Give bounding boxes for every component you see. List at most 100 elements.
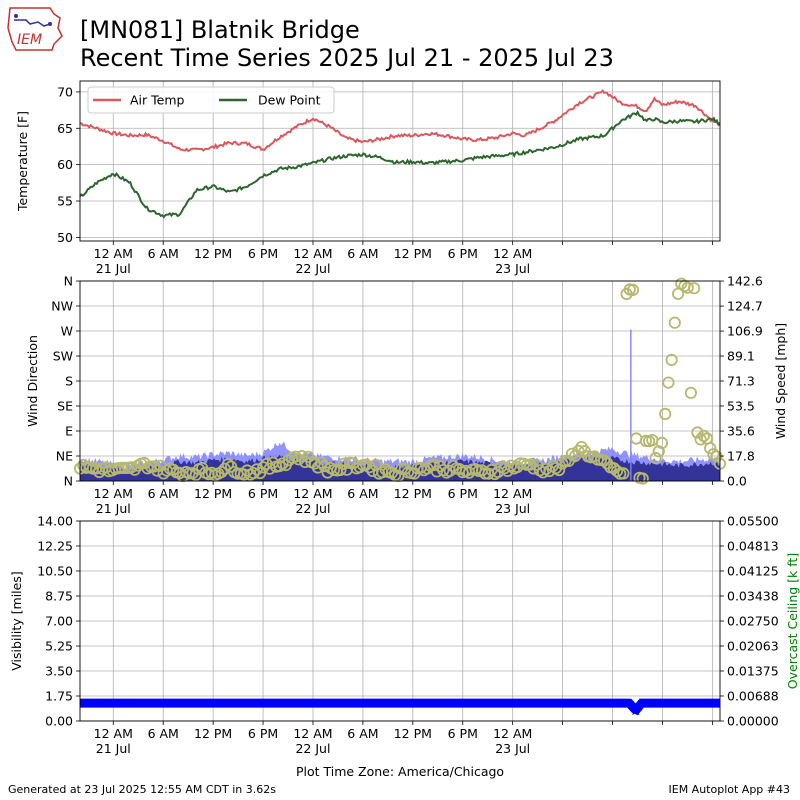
wind-direction-point [379, 463, 392, 476]
x-tick-label: 12 AM [293, 246, 332, 261]
chart-subtitle: Recent Time Series 2025 Jul 21 - 2025 Ju… [80, 44, 614, 72]
y2-tick-label: 142.6 [727, 274, 763, 289]
y2-tick-label: 0.04125 [727, 564, 779, 579]
y-tick-label: SW [53, 349, 73, 364]
y2-tick-label: 0.02063 [727, 638, 779, 653]
y2-tick-label: 0.02750 [727, 614, 779, 629]
x-day-label: 21 Jul [96, 261, 131, 276]
x-day-label: 22 Jul [295, 261, 330, 276]
y2-tick-label: 35.6 [727, 424, 755, 439]
y-tick-label: 7.00 [45, 614, 73, 629]
visibility-line [80, 698, 720, 716]
y2-tick-label: 71.3 [727, 374, 755, 389]
wind-direction-point [536, 466, 550, 479]
y-tick-label: 0.00 [45, 714, 73, 729]
label-layer: 50 55 60 65 70 12 AM 6 AM 12 PM 6 PM 12 AM 6 AM 12 … [9, 84, 800, 756]
x-tick-label: 12 AM [293, 486, 332, 501]
wind-direction-point [610, 464, 624, 478]
x-tick-label: 6 PM [448, 246, 478, 261]
x-tick-label: 6 PM [448, 726, 478, 741]
wind-direction-point [315, 456, 328, 469]
x-tick-label: 12 AM [94, 246, 133, 261]
x-tick-label: 12 AM [493, 726, 532, 741]
legend-box [87, 86, 335, 114]
x-tick-label: 6 PM [248, 246, 278, 261]
wind-direction-point [704, 442, 717, 455]
wind-direction-point [617, 467, 630, 480]
x-tick-label: 12 AM [293, 726, 332, 741]
y-tick-label: 5.25 [45, 639, 73, 654]
y2-tick-label: 0.03438 [727, 588, 779, 603]
x-tick-label: 6 PM [248, 726, 278, 741]
wind-direction-point [559, 454, 572, 467]
svg-text:IEM: IEM [17, 32, 42, 48]
x-tick-label: 6 PM [248, 486, 278, 501]
visibility-axes [79, 520, 721, 722]
x-tick-label: 6 AM [347, 726, 378, 741]
y2-tick-label: 0.04813 [727, 538, 779, 553]
x-tick-label: 6 AM [347, 246, 378, 261]
wind-direction-point [681, 281, 694, 294]
footer-generated: Generated at 23 Jul 2025 12:55 AM CDT in… [8, 783, 276, 796]
dew-point-line [79, 109, 721, 219]
y2-tick-label: 106.9 [727, 324, 763, 339]
y2-tick-label: 0.0 [727, 474, 747, 489]
x-day-label: 21 Jul [96, 501, 131, 516]
grid-layer [80, 81, 720, 722]
footer-app: IEM Autoplot App #43 [668, 783, 791, 796]
x-day-label: 22 Jul [295, 741, 330, 756]
y2-tick-label: 0.00688 [727, 688, 779, 703]
wind-direction-point [655, 436, 669, 449]
wind-direction-point [398, 462, 411, 475]
wind-direction-point [668, 316, 681, 329]
wind-direction-point [684, 386, 698, 399]
x-day-label: 23 Jul [495, 261, 530, 276]
x-tick-label: 6 AM [148, 486, 179, 501]
x-day-label: 23 Jul [495, 501, 530, 516]
y-axis-label: Wind Direction [25, 335, 40, 427]
wind-direction-point [363, 461, 376, 474]
wind-direction-point [659, 407, 672, 420]
wind-direction-point [273, 459, 286, 473]
y-tick-label: 60 [57, 157, 73, 172]
x-tick-label: 12 PM [194, 246, 232, 261]
y-tick-label: SE [57, 399, 73, 414]
x-tick-label: 12 PM [194, 726, 232, 741]
y-tick-label: S [65, 374, 73, 389]
y2-tick-label: 0.01375 [727, 664, 779, 679]
wind-direction-point [697, 429, 710, 442]
x-tick-label: 12 PM [194, 486, 232, 501]
wind-direction-point [649, 451, 662, 465]
wind-direction-point [556, 457, 569, 470]
y-tick-label: 1.75 [45, 689, 73, 704]
wind-direction-point [588, 450, 601, 463]
data-layer [73, 88, 727, 716]
legend: Air Temp Dew Point [87, 86, 335, 114]
y-tick-label: 65 [57, 121, 73, 136]
y-tick-label: 70 [57, 84, 73, 99]
legend-label-air-temp: Air Temp [130, 93, 185, 108]
wind-direction-point [257, 461, 270, 474]
air-temp-line [79, 88, 721, 153]
wind-direction-point [691, 426, 704, 439]
wind-direction-point [437, 463, 450, 477]
wind-direction-point [597, 454, 611, 467]
wind-direction-point [694, 433, 707, 446]
y2-tick-label: 0.05500 [727, 514, 779, 529]
y-tick-label: 3.50 [45, 664, 73, 679]
wind-direction-point [215, 465, 228, 479]
y-tick-label: 14.00 [37, 514, 73, 529]
x-tick-label: 6 AM [148, 726, 179, 741]
x-day-label: 23 Jul [495, 741, 530, 756]
chart-title: [MN081] Blatnik Bridge [80, 16, 360, 44]
wind-direction-point [167, 463, 180, 476]
x-tick-label: 12 PM [394, 726, 432, 741]
x-tick-label: 12 AM [493, 486, 532, 501]
x-tick-label: 12 AM [94, 726, 133, 741]
y2-tick-label: 0.00000 [727, 714, 779, 729]
wind-direction-point [289, 450, 302, 463]
x-tick-label: 12 AM [94, 486, 133, 501]
x-tick-label: 12 PM [394, 246, 432, 261]
wind-direction-point [427, 458, 440, 471]
